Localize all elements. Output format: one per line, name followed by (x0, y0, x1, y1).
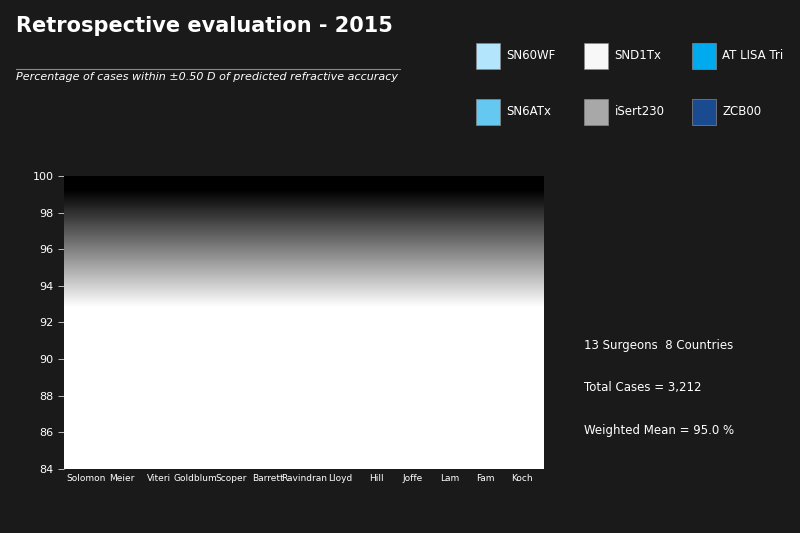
Bar (510, 273, 534, 469)
Bar (110, 268, 134, 469)
Bar (438, 240, 462, 469)
Bar (292, 262, 316, 469)
Text: 13 Surgeons  8 Countries: 13 Surgeons 8 Countries (584, 339, 734, 352)
Bar (402, 238, 425, 469)
Bar (256, 262, 279, 469)
Text: Total Cases = 3,212: Total Cases = 3,212 (584, 382, 702, 394)
Text: iSert230: iSert230 (614, 106, 664, 118)
Text: Weighted Mean = 95.0 %: Weighted Mean = 95.0 % (584, 424, 734, 437)
Bar (365, 278, 389, 469)
Bar (146, 289, 170, 469)
Bar (219, 278, 243, 469)
Bar (183, 240, 206, 469)
Text: AT LISA Tri: AT LISA Tri (722, 50, 784, 62)
Text: Retrospective evaluation - 2015: Retrospective evaluation - 2015 (16, 16, 393, 36)
Text: ZCB00: ZCB00 (722, 106, 762, 118)
Text: Percentage of cases within ±0.50 D of predicted refractive accuracy: Percentage of cases within ±0.50 D of pr… (16, 72, 398, 82)
Text: SN6ATx: SN6ATx (506, 106, 551, 118)
Text: SN60WF: SN60WF (506, 50, 556, 62)
Bar (474, 289, 498, 469)
Text: SND1Tx: SND1Tx (614, 50, 662, 62)
Bar (329, 269, 352, 469)
Bar (74, 222, 98, 469)
